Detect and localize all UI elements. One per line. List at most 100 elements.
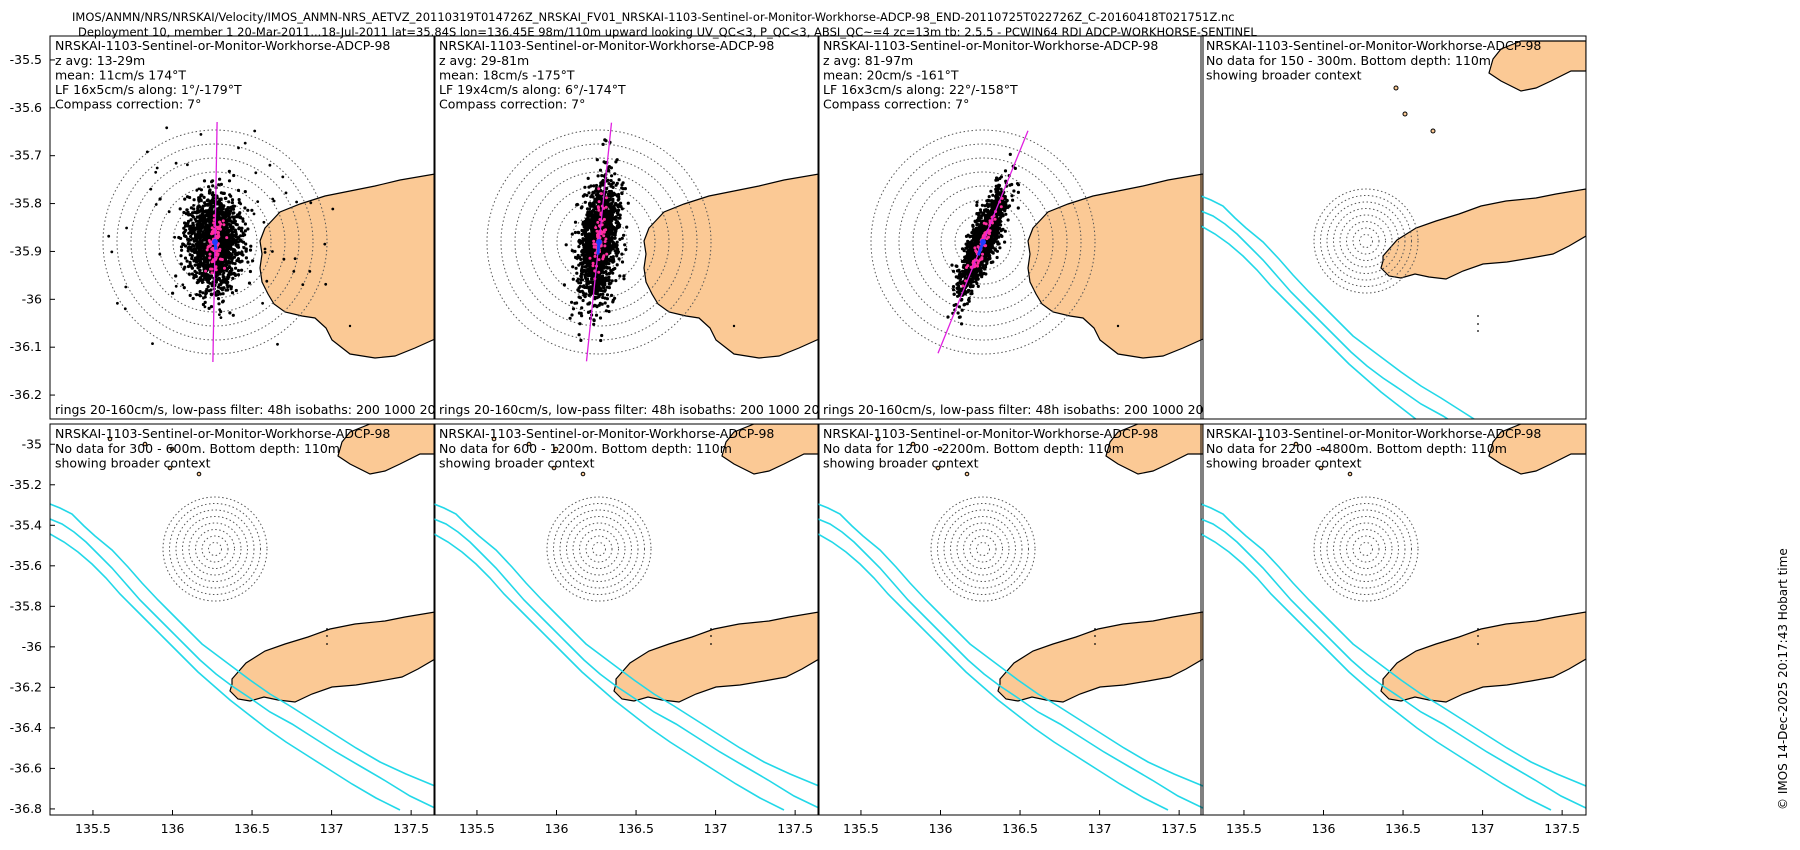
scatter-point [975, 203, 979, 207]
lowpass-point [204, 269, 208, 273]
scatter-point [246, 227, 250, 231]
scatter-point [613, 216, 617, 220]
scatter-point [204, 220, 208, 224]
scatter-point [564, 243, 568, 247]
mean-dot [596, 239, 602, 245]
scatter-point [197, 293, 202, 297]
scatter-point [577, 286, 581, 290]
scatter-point [579, 257, 583, 261]
scatter-point [185, 208, 189, 212]
scatter-point [203, 217, 207, 221]
y-tick-label: -35.9 [10, 243, 42, 258]
scatter-point [197, 244, 201, 248]
scatter-point [585, 250, 589, 254]
scatter-point [601, 249, 605, 253]
scatter-point [192, 198, 196, 202]
scatter-point [200, 239, 204, 243]
lowpass-point [597, 270, 601, 274]
scatter-point [996, 242, 1000, 246]
scatter-point [179, 262, 183, 266]
scatter-point [971, 235, 975, 239]
scatter-point [268, 163, 272, 167]
scatter-point [179, 254, 183, 258]
scatter-point [215, 277, 219, 281]
scatter-point [227, 200, 231, 204]
lowpass-point [209, 240, 213, 244]
scatter-point [591, 274, 595, 278]
scatter-point [1010, 194, 1014, 198]
speed-ring [870, 129, 1096, 355]
scatter-point [971, 224, 975, 228]
scatter-point [189, 264, 193, 268]
speed-ring [116, 143, 314, 341]
axes-box [433, 35, 820, 420]
scatter-point [180, 248, 184, 252]
scatter-point [174, 161, 178, 165]
scatter-point [186, 221, 190, 225]
lowpass-point [597, 187, 601, 191]
scatter-point [241, 231, 245, 235]
scatter-point [227, 250, 231, 254]
scatter-point [231, 256, 235, 260]
panel-text-line: mean: 11cm/s 174°T [55, 68, 186, 83]
scatter-point [235, 223, 239, 227]
scatter-point [613, 172, 617, 176]
scatter-point [577, 333, 581, 337]
scatter-point [228, 193, 232, 197]
lowpass-point [218, 225, 222, 229]
scatter-point [620, 191, 624, 196]
scatter-point [256, 200, 260, 204]
scatter-point [605, 266, 610, 270]
scatter-point [263, 247, 267, 251]
scatter-point [189, 234, 193, 239]
scatter-point [107, 234, 111, 238]
scatter-point [110, 250, 114, 254]
scatter-point [250, 208, 254, 212]
lowpass-point [218, 247, 222, 251]
speed-ring [172, 199, 258, 285]
scatter-point [237, 198, 241, 202]
scatter-point [607, 309, 611, 314]
scatter-point [600, 197, 604, 201]
scatter-point [595, 305, 599, 309]
scatter-point [593, 219, 597, 223]
scatter-point [195, 223, 199, 227]
panel-footer: rings 20-160cm/s, low-pass filter: 48h i… [439, 402, 883, 417]
scatter-point [248, 248, 253, 252]
scatter-point [610, 213, 614, 217]
scatter-point [308, 270, 312, 273]
scatter-point [183, 265, 187, 269]
scatter-point [616, 225, 620, 229]
scatter-point [963, 302, 967, 306]
scatter-point [232, 217, 236, 221]
scatter-point [595, 287, 599, 291]
scatter-point [193, 263, 197, 267]
scatter-point [231, 276, 235, 280]
scatter-point [246, 208, 250, 212]
scatter-point [218, 177, 222, 181]
scatter-point [607, 275, 611, 279]
scatter-point [228, 234, 232, 238]
scatter-point [562, 283, 566, 287]
scatter-point [187, 237, 191, 241]
mean-dot [212, 239, 218, 245]
scatter-point [611, 242, 615, 247]
scatter-point [241, 240, 246, 244]
scatter-point [970, 289, 974, 293]
scatter-point [207, 185, 211, 189]
scatter-point [570, 300, 574, 304]
scatter-point [202, 179, 207, 183]
lowpass-point [215, 251, 219, 255]
scatter-point [602, 286, 606, 290]
scatter-point [609, 202, 613, 206]
scatter-point [581, 298, 585, 303]
scatter-point [607, 182, 611, 186]
scatter-point [208, 281, 212, 285]
panel-text-line: z avg: 29-81m [439, 53, 529, 68]
scatter-point [568, 316, 572, 320]
panel-top-2: rings 20-160cm/s, low-pass filter: 48h i… [433, 35, 883, 420]
scatter-point [241, 219, 245, 223]
scatter-point [611, 185, 615, 189]
lowpass-point [218, 227, 222, 231]
scatter-point [199, 257, 203, 261]
